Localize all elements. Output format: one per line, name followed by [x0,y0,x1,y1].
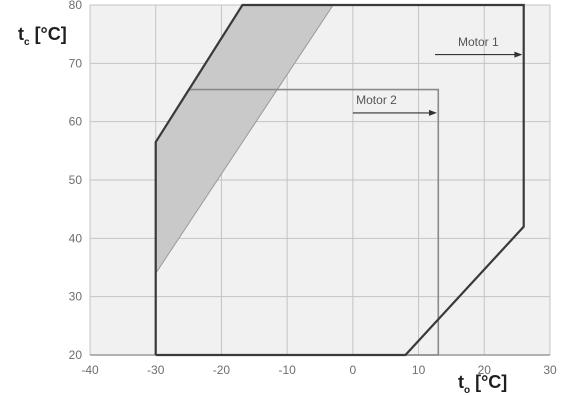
motor-1-label-arrow-head [514,51,523,58]
series-labels: Motor 1 Motor 2 [352,35,523,116]
x-tick-label: 30 [543,363,557,377]
y-tick-label: 50 [69,173,83,187]
y-tick-label: 80 [69,0,83,12]
y-tick-label: 40 [69,231,83,245]
x-tick-label: 20 [478,363,492,377]
y-axis-label: tc [°C] [18,24,67,48]
y-tick-label: 20 [69,348,83,362]
x-tick-label: -20 [213,363,231,377]
x-tick-label: -40 [81,363,99,377]
x-tick-label: -30 [147,363,165,377]
tick-labels: -40 -30 -20 -10 0 10 20 30 20 30 40 50 60 70 80 [69,0,557,377]
motor-2-label-arrow-head [428,109,437,116]
y-tick-label: 60 [69,115,83,129]
x-tick-label: 10 [412,363,426,377]
series-lines [154,3,525,357]
y-tick-label: 30 [69,290,83,304]
motor-2-label: Motor 2 [356,93,397,107]
motor-1-label: Motor 1 [458,35,499,49]
x-tick-label: 0 [350,363,357,377]
x-axis-label: to [°C] [458,372,507,396]
x-tick-label: -10 [278,363,296,377]
motor-1-envelope [154,3,525,357]
y-tick-label: 70 [69,56,83,70]
